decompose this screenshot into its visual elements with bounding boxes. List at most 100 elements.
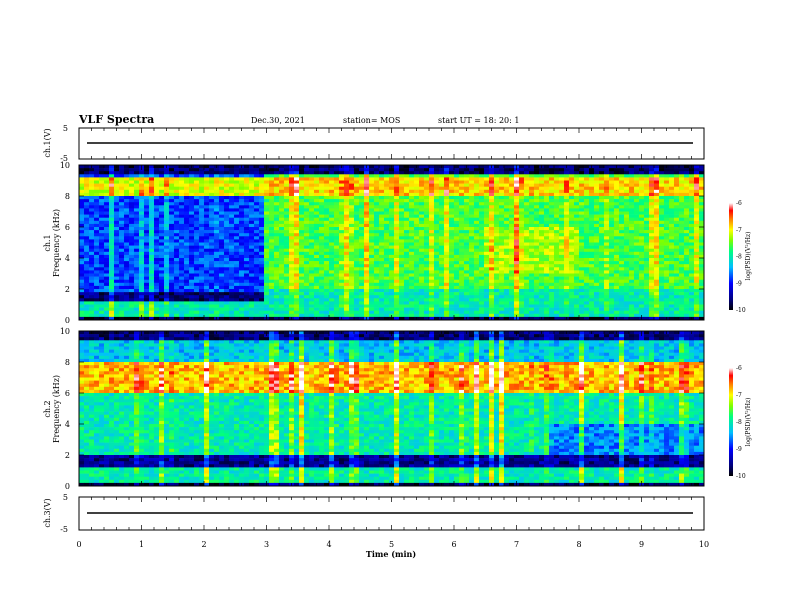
- spectrogram-cell: [214, 171, 220, 175]
- spectrogram-cell: [264, 202, 270, 206]
- spectrogram-cell: [404, 267, 410, 271]
- spectrogram-cell: [429, 279, 435, 284]
- spectrogram-cell: [399, 267, 405, 271]
- spectrogram-cell: [494, 192, 500, 197]
- spectrogram-cell: [664, 273, 670, 277]
- spectrogram-cell: [174, 199, 180, 203]
- spectrogram-cell: [639, 177, 645, 181]
- spectrogram-cell: [514, 279, 520, 284]
- spectrogram-cell: [434, 270, 440, 274]
- spectrogram-cell: [569, 248, 575, 253]
- spectrogram-cell: [139, 239, 145, 243]
- spectrogram-cell: [524, 270, 530, 274]
- spectrogram-cell: [519, 177, 525, 181]
- spectrogram-cell: [444, 208, 450, 212]
- spectrogram-cell: [334, 233, 340, 237]
- spectrogram-cell: [214, 199, 220, 203]
- spectrogram-cell: [214, 223, 220, 228]
- spectrogram-cell: [414, 192, 420, 197]
- spectrogram-cell: [229, 177, 235, 181]
- spectrogram-cell: [229, 245, 235, 249]
- spectrogram-cell: [659, 242, 665, 246]
- spectrogram-cell: [184, 267, 190, 271]
- spectrogram-cell: [464, 211, 470, 215]
- spectrogram-cell: [484, 251, 490, 256]
- spectrogram-cell: [469, 174, 475, 178]
- spectrogram-cell: [494, 279, 500, 284]
- spectrogram-cell: [149, 282, 155, 287]
- spectrogram-cell: [404, 168, 410, 172]
- spectrogram-cell: [114, 258, 120, 262]
- spectrogram-cell: [559, 264, 565, 268]
- spectrogram-cell: [539, 273, 545, 277]
- spectrogram-cell: [324, 270, 330, 274]
- spectrogram-cell: [674, 270, 680, 274]
- spectrogram-cell: [499, 211, 505, 215]
- spectrogram-cell: [294, 192, 300, 197]
- spectrogram-cell: [114, 285, 120, 290]
- spectrogram-cell: [244, 171, 250, 175]
- spectrogram-cell: [364, 168, 370, 172]
- spectrogram-cell: [469, 202, 475, 206]
- spectrogram-cell: [599, 196, 605, 200]
- spectrogram-cell: [199, 279, 205, 284]
- spectrogram-cell: [484, 183, 490, 187]
- spectrogram-cell: [524, 208, 530, 212]
- spectrogram-cell: [129, 261, 135, 265]
- ch1-waveform-ticks: [78, 128, 705, 159]
- spectrogram-cell: [249, 254, 255, 259]
- spectrogram-cell: [374, 192, 380, 197]
- spectrogram-cell: [619, 276, 625, 280]
- spectrogram-cell: [294, 217, 300, 222]
- spectrogram-cell: [449, 217, 455, 222]
- spectrogram-cell: [599, 199, 605, 203]
- spectrogram-cell: [344, 214, 350, 218]
- spectrogram-cell: [524, 183, 530, 187]
- spectrogram-cell: [439, 205, 445, 209]
- spectrogram-cell: [494, 186, 500, 191]
- spectrogram-cell: [299, 236, 305, 240]
- spectrogram-cell: [624, 264, 630, 268]
- spectrogram-cell: [419, 177, 425, 181]
- spectrogram-cell: [499, 261, 505, 265]
- spectrogram-cell: [679, 189, 685, 194]
- spectrogram-cell: [444, 239, 450, 243]
- spectrogram-cell: [539, 220, 545, 225]
- spectrogram-cell: [234, 264, 240, 268]
- spectrogram-cell: [434, 254, 440, 259]
- spectrogram-cell: [644, 264, 650, 268]
- spectrogram-cell: [369, 239, 375, 243]
- spectrogram-cell: [459, 248, 465, 253]
- spectrogram-cell: [419, 171, 425, 175]
- spectrogram-cell: [209, 189, 215, 194]
- spectrogram-cell: [179, 168, 185, 172]
- spectrogram-cell: [639, 202, 645, 206]
- spectrogram-cell: [239, 273, 245, 277]
- spectrogram-cell: [359, 189, 365, 194]
- spectrogram-cell: [374, 211, 380, 215]
- spectrogram-cell: [149, 223, 155, 228]
- spectrogram-cell: [504, 236, 510, 240]
- spectrogram-cell: [184, 236, 190, 240]
- spectrogram-cell: [634, 192, 640, 197]
- spectrogram-cell: [104, 214, 110, 218]
- spectrogram-cell: [289, 217, 295, 222]
- spectrogram-cell: [649, 180, 655, 184]
- spectrogram-cell: [484, 248, 490, 253]
- spectrogram-cell: [144, 258, 150, 262]
- spectrogram-cell: [79, 208, 85, 212]
- spectrogram-cell: [134, 199, 140, 203]
- spectrogram-cell: [434, 186, 440, 191]
- spectrogram-cell: [204, 199, 210, 203]
- spectrogram-cell: [454, 276, 460, 280]
- spectrogram-cell: [369, 223, 375, 228]
- spectrogram-cell: [89, 192, 95, 197]
- spectrogram-cell: [144, 183, 150, 187]
- spectrogram-cell: [264, 264, 270, 268]
- spectrogram-cell: [189, 242, 195, 246]
- spectrogram-cell: [649, 258, 655, 262]
- spectrogram-cell: [144, 242, 150, 246]
- spectrogram-cell: [289, 177, 295, 181]
- spectrogram-cell: [459, 205, 465, 209]
- spectrogram-cell: [184, 227, 190, 231]
